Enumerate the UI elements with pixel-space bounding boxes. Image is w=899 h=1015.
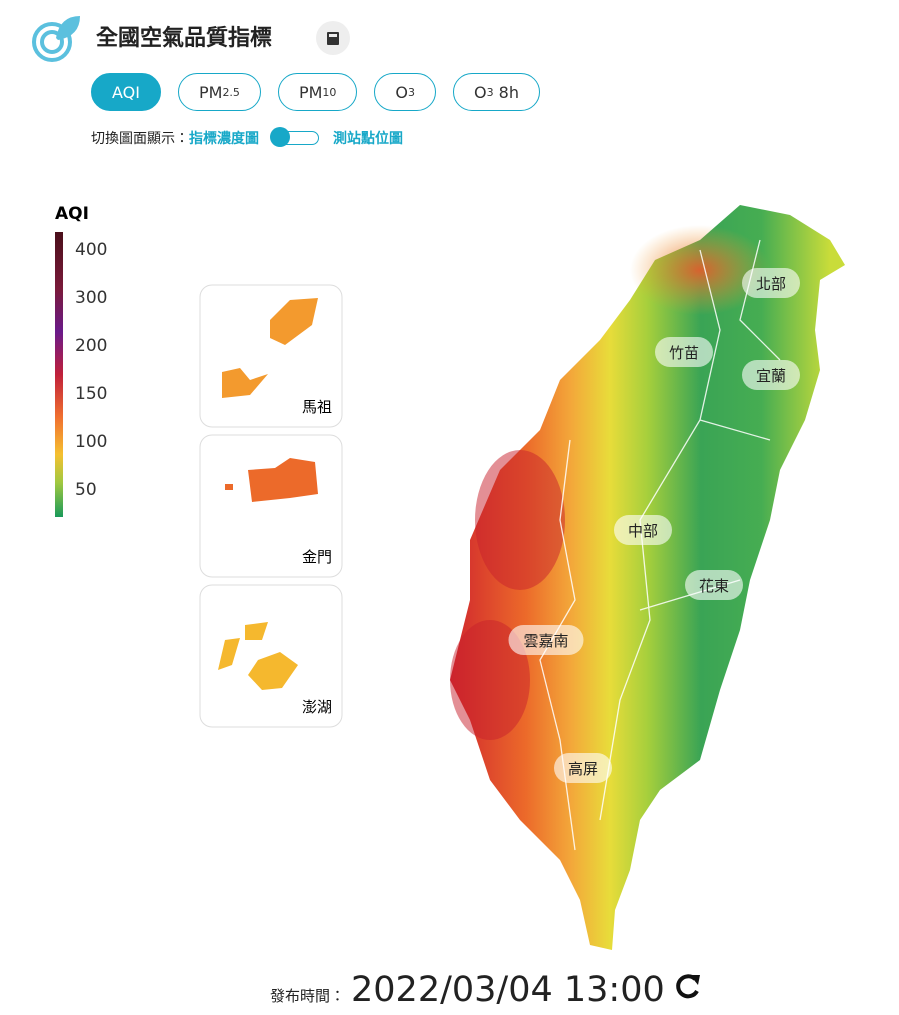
tab-text: PM bbox=[198, 82, 223, 102]
region-label-text: 北部 bbox=[756, 275, 786, 293]
legend-tick-label: 100 bbox=[75, 432, 107, 452]
region-label-text: 花東 bbox=[699, 577, 729, 595]
publish-label: 發布時間： bbox=[270, 987, 346, 1005]
tab[interactable]: AQI bbox=[91, 73, 161, 111]
region-label[interactable]: 竹苗 bbox=[655, 337, 713, 367]
toggle-label: 切換圖面顯示： bbox=[91, 131, 189, 147]
region-label-bg bbox=[554, 753, 612, 783]
tab-bar: AQI PM 2.5 PM 10 O 3 O 3 8h bbox=[91, 73, 540, 111]
region-label[interactable]: 北部 bbox=[742, 268, 800, 298]
inset-label: 金門 bbox=[302, 548, 332, 566]
toggle-option[interactable]: 指標濃度圖 bbox=[189, 131, 259, 147]
region-label-bg bbox=[685, 570, 743, 600]
region-label-bg bbox=[742, 360, 800, 390]
page-title: 全國空氣品質指標 bbox=[96, 26, 273, 51]
tab-subscript: 10 bbox=[322, 85, 337, 99]
region-label[interactable]: 中部 bbox=[614, 515, 672, 545]
toggle-switch[interactable] bbox=[270, 127, 319, 147]
refresh-button[interactable] bbox=[673, 971, 707, 1001]
view-toggle: 切換圖面顯示： 指標濃度圖 測站點位圖 bbox=[91, 127, 403, 148]
region-label[interactable]: 高屏 bbox=[554, 753, 612, 783]
region-label[interactable]: 宜蘭 bbox=[742, 360, 800, 390]
tab-subscript: 3 bbox=[407, 85, 415, 99]
tab-text: AQI bbox=[112, 82, 140, 102]
calculator-button[interactable] bbox=[316, 21, 350, 55]
tab-text: O bbox=[473, 82, 487, 102]
tab[interactable]: PM 10 bbox=[277, 73, 358, 111]
footer: 發布時間： 2022/03/04 13:00 bbox=[270, 970, 707, 1010]
legend-title: AQI bbox=[55, 204, 89, 224]
region-label-text: 雲嘉南 bbox=[523, 632, 568, 650]
region-label[interactable]: 花東 bbox=[685, 570, 743, 600]
tab-text: O bbox=[395, 82, 408, 102]
region-label-bg bbox=[614, 515, 672, 545]
tab-text: PM bbox=[298, 82, 323, 102]
tab-suffix: 8h bbox=[493, 82, 519, 102]
region-label-text: 宜蘭 bbox=[756, 367, 786, 385]
region-label-bg bbox=[508, 625, 584, 655]
legend-tick-label: 150 bbox=[75, 384, 107, 404]
region-label-bg bbox=[742, 268, 800, 298]
region-label-text: 高屏 bbox=[568, 760, 598, 778]
region-label-bg bbox=[655, 337, 713, 367]
region-label-text: 中部 bbox=[628, 522, 658, 540]
legend-tick-label: 200 bbox=[75, 336, 107, 356]
logo bbox=[32, 16, 80, 62]
legend-tick-label: 400 bbox=[75, 240, 107, 260]
region-label-text: 竹苗 bbox=[669, 344, 699, 362]
publish-time: 2022/03/04 13:00 bbox=[351, 970, 665, 1010]
tab-subscript: 2.5 bbox=[222, 85, 240, 99]
region-label[interactable]: 雲嘉南 bbox=[508, 625, 584, 655]
legend-tick-label: 300 bbox=[75, 288, 107, 308]
inset-label: 馬祖 bbox=[302, 398, 332, 416]
tab[interactable]: PM 2.5 bbox=[177, 73, 261, 111]
inset-label: 澎湖 bbox=[302, 698, 332, 716]
legend-tick-label: 50 bbox=[75, 480, 97, 500]
tab-subscript: 3 bbox=[486, 85, 494, 99]
toggle-option[interactable]: 測站點位圖 bbox=[333, 131, 403, 147]
